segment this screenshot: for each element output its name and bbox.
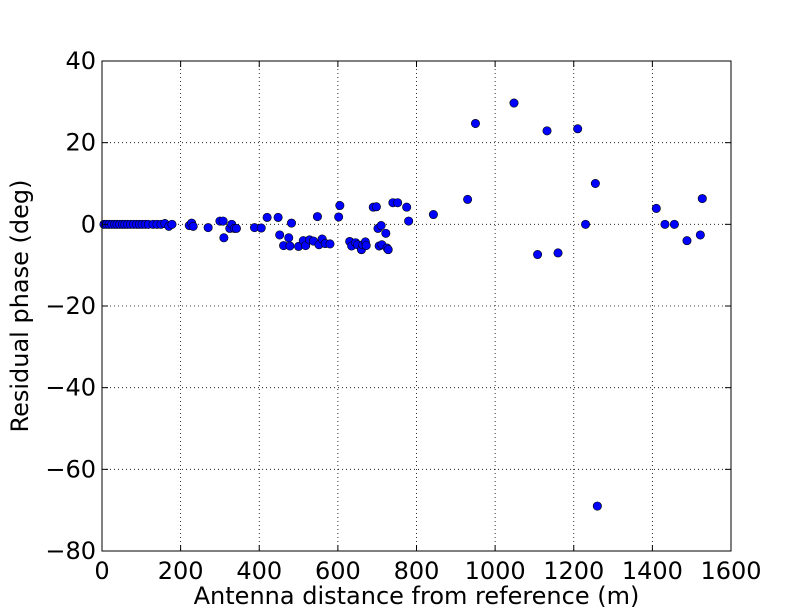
x-tick-label: 1600	[700, 557, 761, 585]
data-point	[509, 98, 519, 108]
data-point	[592, 501, 602, 511]
data-point	[371, 202, 381, 212]
x-tick-label: 600	[315, 557, 361, 585]
data-point	[219, 233, 229, 243]
data-point	[285, 241, 295, 251]
data-point	[361, 241, 371, 251]
data-point	[273, 212, 283, 222]
data-point	[284, 233, 294, 243]
data-points	[99, 98, 707, 511]
data-point	[203, 223, 213, 233]
y-axis-title: Residual phase (deg)	[6, 180, 34, 433]
x-tick-label: 1000	[465, 557, 526, 585]
x-tick-label: 800	[394, 557, 440, 585]
data-point	[428, 210, 438, 220]
y-tick-label: −20	[45, 292, 96, 320]
x-tick-labels: 0 200 400 600 800 1000 1200 1400 1600	[94, 557, 761, 585]
data-point	[463, 194, 473, 204]
data-point	[381, 228, 391, 238]
x-tick-label: 200	[158, 557, 204, 585]
data-point	[286, 218, 296, 228]
data-point	[542, 126, 552, 136]
data-point	[697, 194, 707, 204]
data-point	[590, 179, 600, 189]
y-tick-label: −80	[45, 537, 96, 565]
x-axis-title: Antenna distance from reference (m)	[194, 582, 640, 610]
data-point	[470, 118, 480, 128]
data-point	[553, 248, 563, 258]
y-tick-label: −40	[45, 374, 96, 402]
y-tick-label: −60	[45, 455, 96, 483]
data-point	[383, 245, 393, 255]
y-tick-label: 40	[65, 47, 96, 75]
data-point	[231, 223, 241, 233]
data-point	[334, 212, 344, 222]
tick-marks	[101, 60, 732, 552]
data-point	[335, 201, 345, 211]
data-point	[581, 219, 591, 229]
data-point	[651, 203, 661, 213]
data-point	[312, 212, 322, 222]
x-tick-label: 1400	[622, 557, 683, 585]
data-point	[167, 219, 177, 229]
x-tick-label: 0	[94, 557, 109, 585]
data-point	[404, 216, 414, 226]
data-point	[402, 202, 412, 212]
data-point	[262, 212, 272, 222]
x-tick-label: 400	[236, 557, 282, 585]
data-point	[275, 230, 285, 240]
data-point	[218, 216, 228, 226]
data-point	[325, 239, 335, 249]
y-tick-labels: −80 −60 −40 −20 0 20 40	[45, 47, 96, 565]
data-point	[695, 230, 705, 240]
grid	[102, 61, 731, 551]
data-point	[533, 250, 543, 260]
data-point	[376, 221, 386, 231]
data-point	[188, 221, 198, 231]
y-tick-label: 0	[81, 210, 96, 238]
data-point	[256, 223, 266, 233]
data-point	[669, 219, 679, 229]
data-point	[660, 219, 670, 229]
data-point	[573, 124, 583, 134]
data-point	[682, 236, 692, 246]
data-point	[393, 198, 403, 208]
x-tick-label: 1200	[543, 557, 604, 585]
y-tick-label: 20	[65, 129, 96, 157]
